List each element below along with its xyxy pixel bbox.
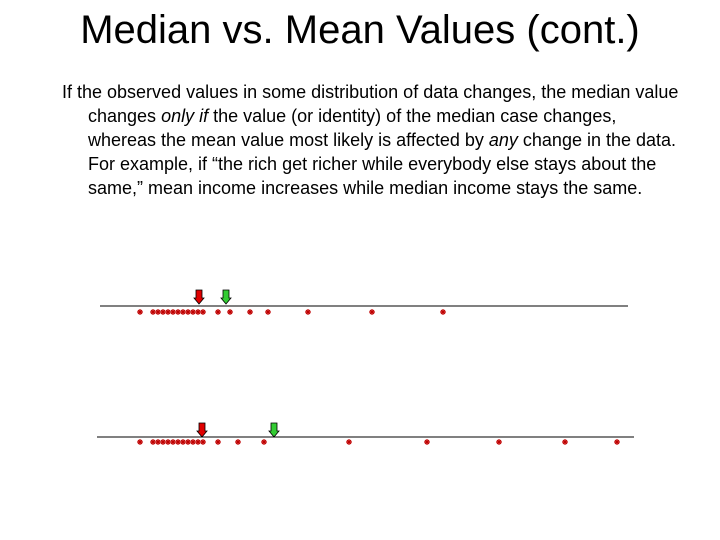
arrow [196, 422, 208, 438]
dot [195, 309, 201, 315]
dot [150, 439, 156, 445]
dot [175, 439, 181, 445]
dot [195, 439, 201, 445]
dot [261, 439, 267, 445]
dot [160, 309, 166, 315]
text: the value (or identity) of the median ca… [88, 106, 617, 150]
dot [180, 439, 186, 445]
dot [150, 309, 156, 315]
arrow [268, 422, 280, 438]
dot [346, 439, 352, 445]
dot [137, 309, 143, 315]
arrow [193, 289, 205, 305]
dot [247, 309, 253, 315]
slide-title: Median vs. Mean Values (cont.) [80, 8, 640, 52]
dot [185, 439, 191, 445]
dot [424, 439, 430, 445]
dot [175, 309, 181, 315]
text: If the observed values in some distribut… [62, 82, 679, 126]
dot [185, 309, 191, 315]
dot [160, 439, 166, 445]
dot [215, 309, 221, 315]
dot [305, 309, 311, 315]
dot [137, 439, 143, 445]
arrow [220, 289, 232, 305]
dot [190, 309, 196, 315]
dot [614, 439, 620, 445]
dot [165, 309, 171, 315]
dot [562, 439, 568, 445]
dot [165, 439, 171, 445]
dot [215, 439, 221, 445]
dot [155, 309, 161, 315]
dot [155, 439, 161, 445]
dot [440, 309, 446, 315]
body-text: If the observed values in some distribut… [62, 80, 688, 200]
dot [180, 309, 186, 315]
dot [227, 309, 233, 315]
text: change in the data. For example, if “the… [88, 130, 677, 198]
emphasis: any [488, 130, 518, 150]
dot [170, 439, 176, 445]
dot [200, 309, 206, 315]
dot [170, 309, 176, 315]
dot [200, 439, 206, 445]
emphasis: only if [161, 106, 209, 126]
dot [369, 309, 375, 315]
dot [190, 439, 196, 445]
dot [265, 309, 271, 315]
dot [496, 439, 502, 445]
dot [235, 439, 241, 445]
